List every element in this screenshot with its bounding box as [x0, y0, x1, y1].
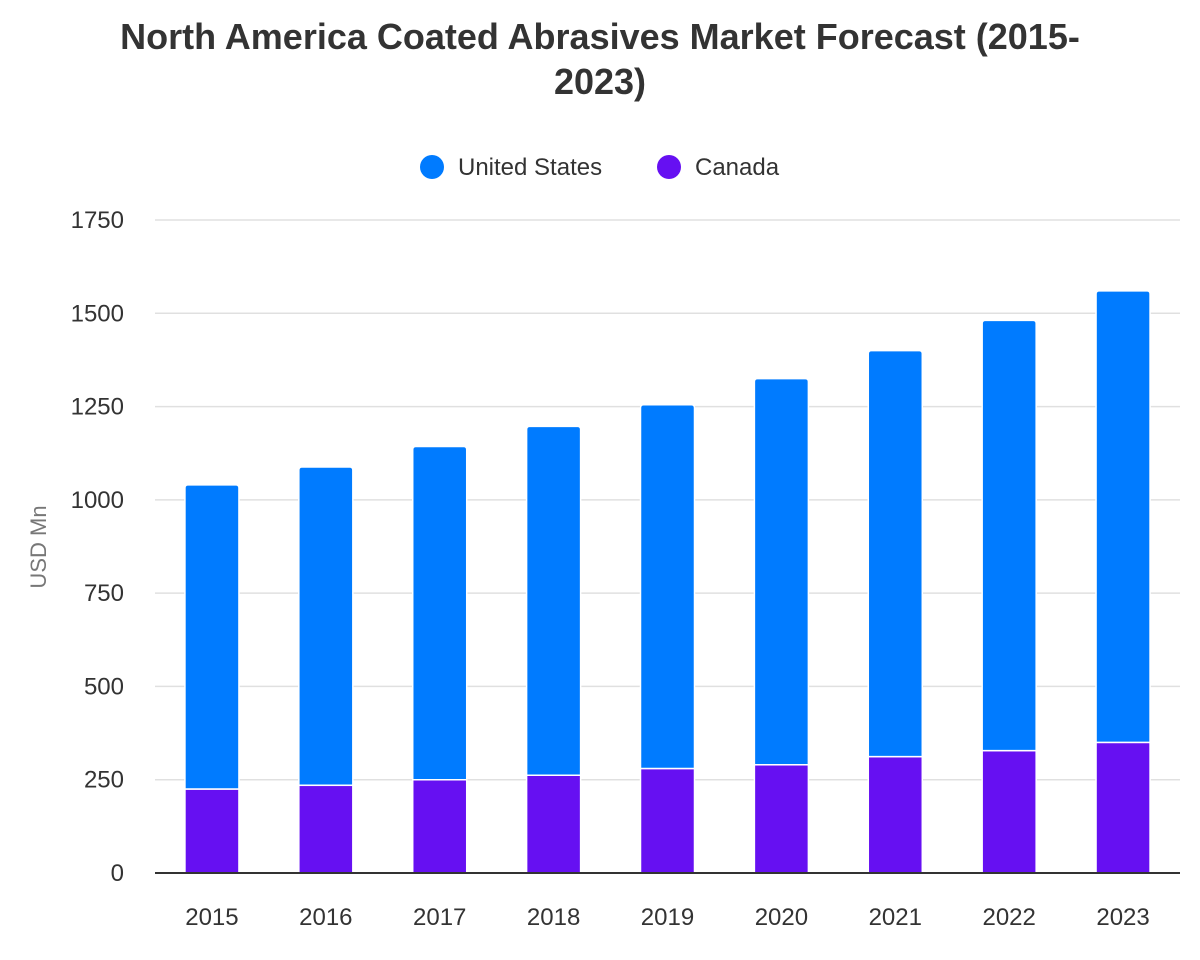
x-tick-label: 2016 [299, 904, 352, 931]
bar-canada-2015 [184, 788, 240, 874]
bar-united-states-2022 [981, 319, 1037, 752]
bar-canada-2018 [525, 774, 582, 874]
y-tick-label: 1500 [71, 300, 124, 327]
bar-canada-2021 [867, 755, 924, 874]
bar-canada-2016 [298, 784, 354, 874]
chart-title-line-1: North America Coated Abrasives Market Fo… [120, 16, 1080, 57]
x-tick-label: 2022 [982, 904, 1035, 931]
x-tick-label: 2017 [413, 904, 466, 931]
y-tick-label: 250 [84, 767, 124, 794]
legend: United States Canada [420, 154, 780, 181]
x-tick-label: 2019 [641, 904, 694, 931]
legend-label-united-states[interactable]: United States [458, 154, 602, 181]
chart-title-line-2: 2023) [553, 61, 647, 102]
bar-canada-2022 [981, 749, 1037, 874]
x-tick-label: 2018 [527, 904, 580, 931]
chart-title: North America Coated Abrasives Market Fo… [0, 14, 1200, 104]
bar-united-states-2015 [184, 484, 240, 790]
legend-label-canada[interactable]: Canada [695, 154, 780, 181]
bar-united-states-2021 [867, 349, 924, 758]
y-tick-label: 1250 [71, 394, 124, 421]
bars [184, 290, 1151, 874]
bar-canada-2017 [411, 778, 468, 874]
y-tick-label: 1750 [71, 207, 124, 234]
bar-united-states-2016 [298, 466, 354, 787]
bar-canada-2020 [753, 764, 810, 874]
x-tick-label: 2015 [185, 904, 238, 931]
bar-canada-2023 [1095, 741, 1151, 874]
axes: 0 250 500 750 1000 1250 1500 1750 USD Mn 2015 2016… [26, 207, 1180, 931]
bar-united-states-2018 [525, 425, 582, 776]
y-tick-label: 750 [84, 580, 124, 607]
legend-marker-united-states[interactable] [420, 155, 444, 179]
y-tick-label: 500 [84, 673, 124, 700]
bar-united-states-2017 [411, 445, 468, 781]
y-tick-label: 1000 [71, 487, 124, 514]
x-tick-label: 2021 [869, 904, 922, 931]
x-tick-label: 2023 [1096, 904, 1149, 931]
y-axis-title: USD Mn [26, 505, 51, 588]
bar-united-states-2019 [639, 403, 696, 770]
bar-canada-2019 [639, 767, 696, 874]
bar-united-states-2020 [753, 377, 810, 766]
legend-marker-canada[interactable] [657, 155, 681, 179]
y-tick-label: 0 [111, 860, 124, 887]
x-tick-label: 2020 [755, 904, 808, 931]
bar-united-states-2023 [1095, 290, 1151, 744]
